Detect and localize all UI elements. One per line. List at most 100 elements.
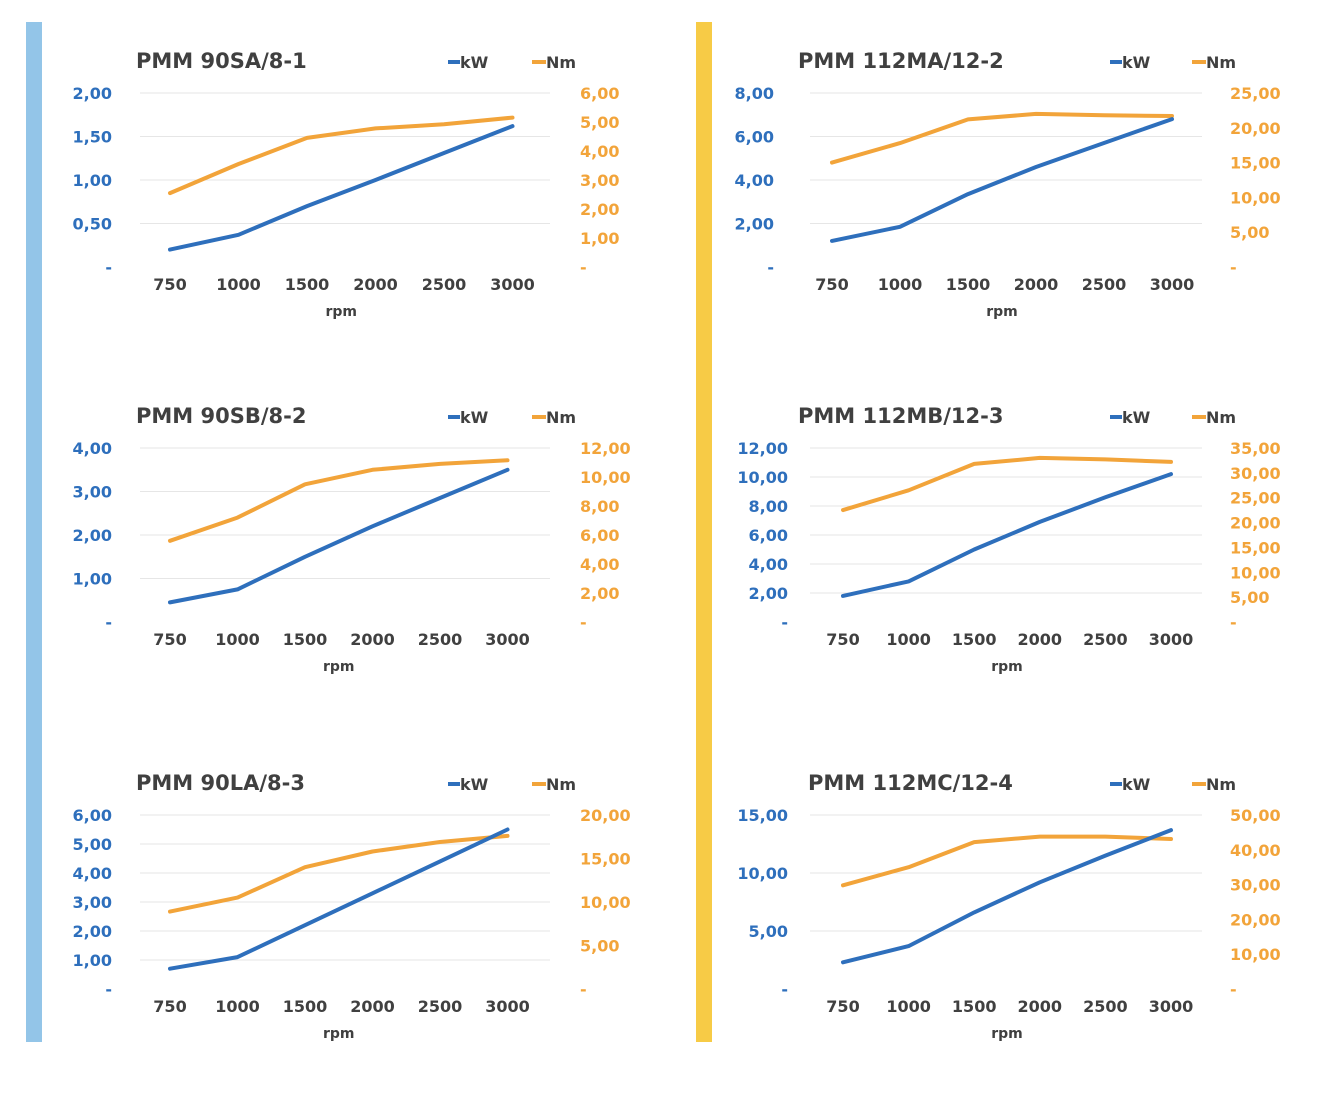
y-left-tick: 2,00 [73,526,112,545]
y-left-tick: 3,00 [73,483,112,502]
y-right-tick: 20,00 [1230,119,1281,138]
legend-nm-label: Nm [1206,53,1236,72]
y-left-tick: 15,00 [737,806,788,825]
y-left-tick: 10,00 [737,468,788,487]
legend-kw-label: kW [1122,53,1151,72]
left-accent-bar [26,22,42,1042]
x-axis-label: rpm [323,1026,355,1042]
y-left-tick: 6,00 [735,128,774,147]
y-left-tick: 1,00 [73,570,112,589]
series-nm-line [168,833,510,914]
y-right-tick: 15,00 [580,850,631,869]
y-right-tick: 25,00 [1230,84,1281,103]
y-right-tick: - [1230,258,1237,277]
y-right-tick: 5,00 [1230,223,1269,242]
series-nm-line [841,455,1173,513]
y-right-tick: - [580,613,587,632]
x-tick: 1000 [215,997,260,1016]
x-tick: 1000 [886,630,931,649]
y-right-tick: 30,00 [1230,464,1281,483]
chart-pmm-90sb-8-2: PMM 90SB/8-2 kW Nm - 1,00 2,00 3,00 4,00 - 2,00 4,… [73,404,631,675]
series-kw-line [841,472,1173,598]
x-tick: 2000 [1018,997,1063,1016]
legend-nm-label: Nm [1206,775,1236,794]
chart-title: PMM 90SB/8-2 [136,404,306,428]
x-tick: 750 [153,275,186,294]
y-right-tick: 50,00 [1230,806,1281,825]
legend-nm-label: Nm [546,775,576,794]
x-tick: 1500 [285,275,330,294]
y-right-tick: 10,00 [580,468,631,487]
y-left-tick: 8,00 [749,497,788,516]
y-right-tick: 10,00 [1230,188,1281,207]
x-tick: 2000 [1014,275,1059,294]
y-right-tick: 10,00 [1230,563,1281,582]
y-left-tick: 1,50 [73,128,112,147]
x-tick: 1000 [215,630,260,649]
y-left-tick: 4,00 [73,439,112,458]
y-left-tick: 4,00 [749,555,788,574]
y-left-tick: 1,00 [73,951,112,970]
y-left-tick: 5,00 [749,922,788,941]
y-left-tick: 4,00 [735,171,774,190]
y-right-tick: 8,00 [580,497,619,516]
x-tick: 750 [153,630,186,649]
x-tick: 1500 [952,997,997,1016]
right-accent-bar [696,22,712,1042]
x-tick: 2500 [1083,997,1128,1016]
x-tick: 1000 [878,275,923,294]
y-right-tick: 2,00 [580,584,619,603]
y-right-tick: 6,00 [580,84,619,103]
y-left-tick: 0,50 [73,215,112,234]
chart-title: PMM 112MA/12-2 [798,49,1004,73]
y-left-tick: 3,00 [73,893,112,912]
y-left-tick: 4,00 [73,864,112,883]
x-tick: 3000 [1150,275,1195,294]
x-tick: 3000 [490,275,535,294]
y-left-tick: 10,00 [737,864,788,883]
y-right-tick: 35,00 [1230,439,1281,458]
x-axis-label: rpm [986,304,1018,320]
x-tick: 2500 [422,275,467,294]
y-right-tick: 4,00 [580,555,619,574]
x-tick: 1500 [952,630,997,649]
y-left-tick: 2,00 [735,215,774,234]
y-right-tick: 5,00 [580,113,619,132]
x-tick: 2000 [350,630,395,649]
legend-kw-label: kW [460,408,489,427]
y-right-tick: 40,00 [1230,841,1281,860]
y-right-tick: 4,00 [580,142,619,161]
y-right-tick: - [580,258,587,277]
y-left-tick: 12,00 [737,439,788,458]
series-kw-line [168,467,510,605]
y-right-tick: 3,00 [580,171,619,190]
x-tick: 2000 [350,997,395,1016]
series-nm-line [168,458,510,543]
y-left-tick: - [781,980,788,999]
legend-kw-label: kW [1122,775,1151,794]
y-right-tick: 12,00 [580,439,631,458]
y-left-tick: - [105,613,112,632]
x-tick: 1000 [886,997,931,1016]
chart-title: PMM 112MB/12-3 [798,404,1003,428]
series-kw-line [168,124,515,252]
x-tick: 3000 [485,997,530,1016]
y-right-tick: 20,00 [580,806,631,825]
x-tick: 750 [815,275,848,294]
y-right-tick: 15,00 [1230,538,1281,557]
x-tick: 2000 [353,275,398,294]
y-right-tick: 10,00 [1230,945,1281,964]
legend-kw-label: kW [1122,408,1151,427]
y-left-tick: - [767,258,774,277]
y-right-tick: 2,00 [580,200,619,219]
y-left-tick: 5,00 [73,835,112,854]
x-tick: 750 [153,997,186,1016]
x-tick: 1500 [946,275,991,294]
series-kw-line [830,117,1174,243]
y-right-tick: 20,00 [1230,910,1281,929]
x-axis-label: rpm [323,659,355,675]
chart-pmm-112mb-12-3: PMM 112MB/12-3 kW Nm - 2,00 4,00 6,00 8,00 10,00… [737,404,1281,675]
legend-nm-label: Nm [546,53,576,72]
series-kw-line [168,827,510,971]
x-tick: 2500 [1082,275,1127,294]
